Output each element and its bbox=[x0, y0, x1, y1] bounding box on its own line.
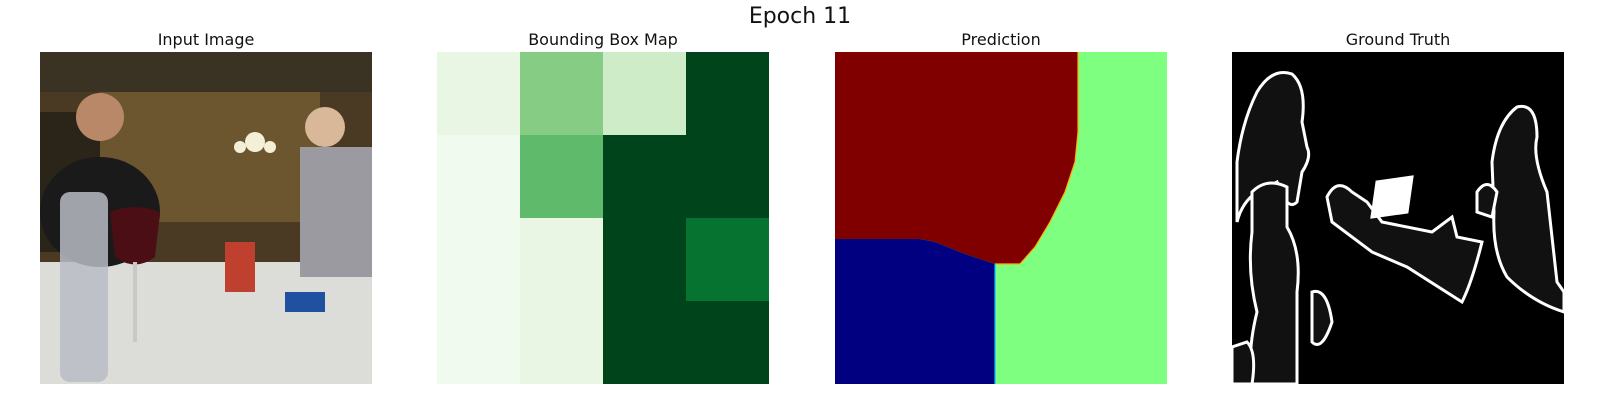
heatmap-cell bbox=[437, 218, 521, 302]
prediction-red-region bbox=[835, 52, 1078, 264]
ground-truth-title: Ground Truth bbox=[1345, 30, 1451, 49]
heatmap-cell bbox=[437, 135, 521, 219]
bounding-box-map-panel: Bounding Box Map bbox=[437, 31, 769, 384]
heatmap-cell bbox=[520, 301, 604, 384]
heatmap-cell bbox=[437, 52, 521, 136]
heatmap-cell bbox=[686, 218, 769, 302]
input-image bbox=[40, 52, 372, 384]
heatmap-cell bbox=[520, 52, 604, 136]
bounding-box-map-title: Bounding Box Map bbox=[528, 30, 678, 49]
heatmap-cell bbox=[686, 52, 769, 136]
heatmap-cell bbox=[603, 52, 687, 136]
ground-truth-mask bbox=[1232, 52, 1564, 384]
prediction-map bbox=[835, 52, 1167, 384]
heatmap-cell bbox=[603, 135, 687, 219]
heatmap-cell bbox=[520, 135, 604, 219]
heatmap-cell bbox=[603, 218, 687, 302]
prediction-panel: Prediction bbox=[835, 31, 1167, 384]
heatmap-cell bbox=[603, 301, 687, 384]
input-image-title: Input Image bbox=[157, 30, 255, 49]
heatmap-cell bbox=[437, 301, 521, 384]
heatmap-cell bbox=[686, 135, 769, 219]
figure-title: Epoch 11 bbox=[748, 4, 852, 29]
bounding-box-heatmap bbox=[437, 52, 769, 384]
input-image-panel: Input Image bbox=[40, 31, 372, 384]
ground-truth-panel: Ground Truth bbox=[1232, 31, 1564, 384]
heatmap-cell bbox=[520, 218, 604, 302]
prediction-title: Prediction bbox=[961, 30, 1041, 49]
prediction-blue-region bbox=[835, 239, 995, 384]
heatmap-cell bbox=[686, 301, 769, 384]
